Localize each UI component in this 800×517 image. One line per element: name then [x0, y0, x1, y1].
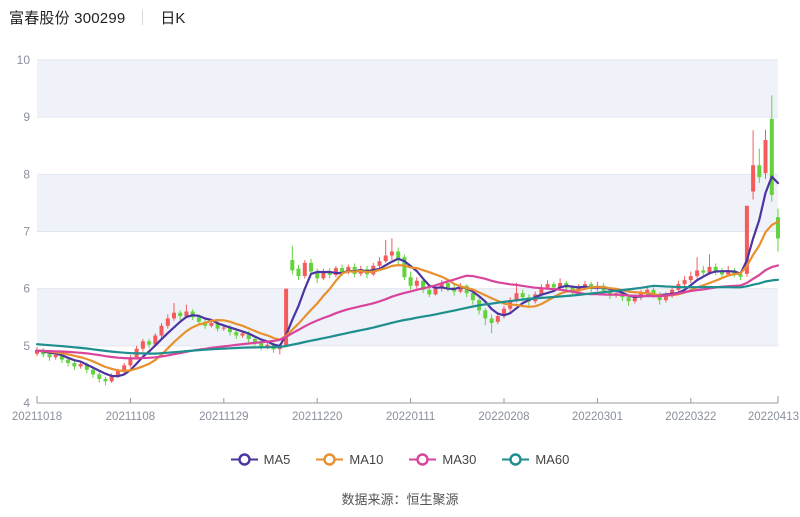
ma10-line: [35, 220, 780, 373]
gridlines: [37, 59, 778, 347]
svg-text:20211220: 20211220: [292, 411, 342, 423]
svg-text:20211108: 20211108: [106, 411, 155, 423]
ma30-line: [35, 264, 780, 360]
chart-header: 富春股份 300299 日K: [9, 7, 185, 28]
kline-chart[interactable]: 4 5 6 7 8 9 10 20211018 20211108 20211129 20211220…: [0, 0, 800, 440]
svg-text:20211129: 20211129: [199, 411, 248, 423]
svg-text:5: 5: [23, 339, 30, 353]
svg-text:20220301: 20220301: [572, 411, 623, 423]
ma10-legend-marker-icon: [316, 453, 344, 466]
svg-text:9: 9: [23, 110, 30, 124]
period-tab-daily-k[interactable]: 日K: [160, 10, 186, 27]
svg-text:4: 4: [23, 396, 30, 410]
ma60-line: [35, 278, 780, 355]
ma30-legend-marker-icon: [409, 453, 437, 466]
header-divider: [142, 10, 144, 25]
chart-legend: MA5 MA10 MA30 MA60: [0, 452, 800, 467]
legend-label-ma5: MA5: [263, 452, 291, 467]
ma5-legend-marker-icon: [230, 453, 258, 466]
svg-text:20220413: 20220413: [748, 411, 799, 423]
svg-text:20220111: 20220111: [386, 411, 435, 423]
svg-text:20220208: 20220208: [478, 411, 529, 423]
x-axis: 20211018 20211108 20211129 20211220 20220111…: [12, 396, 799, 423]
legend-item-ma60[interactable]: MA60: [502, 452, 569, 467]
legend-item-ma5[interactable]: MA5: [230, 452, 291, 467]
legend-item-ma30[interactable]: MA30: [409, 452, 476, 467]
legend-label-ma60: MA60: [535, 452, 570, 467]
y-axis-labels: 4 5 6 7 8 9 10: [17, 53, 31, 410]
svg-text:8: 8: [23, 167, 30, 181]
legend-item-ma10[interactable]: MA10: [316, 452, 383, 467]
svg-text:20211018: 20211018: [12, 411, 62, 423]
legend-label-ma30: MA30: [442, 452, 477, 467]
svg-text:7: 7: [23, 225, 30, 239]
legend-label-ma10: MA10: [349, 452, 384, 467]
ma60-legend-marker-icon: [502, 453, 530, 466]
svg-text:20220322: 20220322: [665, 411, 716, 423]
data-source-note: 数据来源：恒生聚源: [341, 492, 459, 507]
svg-text:10: 10: [17, 53, 31, 67]
stock-title: 富春股份 300299: [9, 10, 126, 27]
plot-bands: [37, 60, 778, 346]
svg-text:6: 6: [23, 282, 30, 296]
